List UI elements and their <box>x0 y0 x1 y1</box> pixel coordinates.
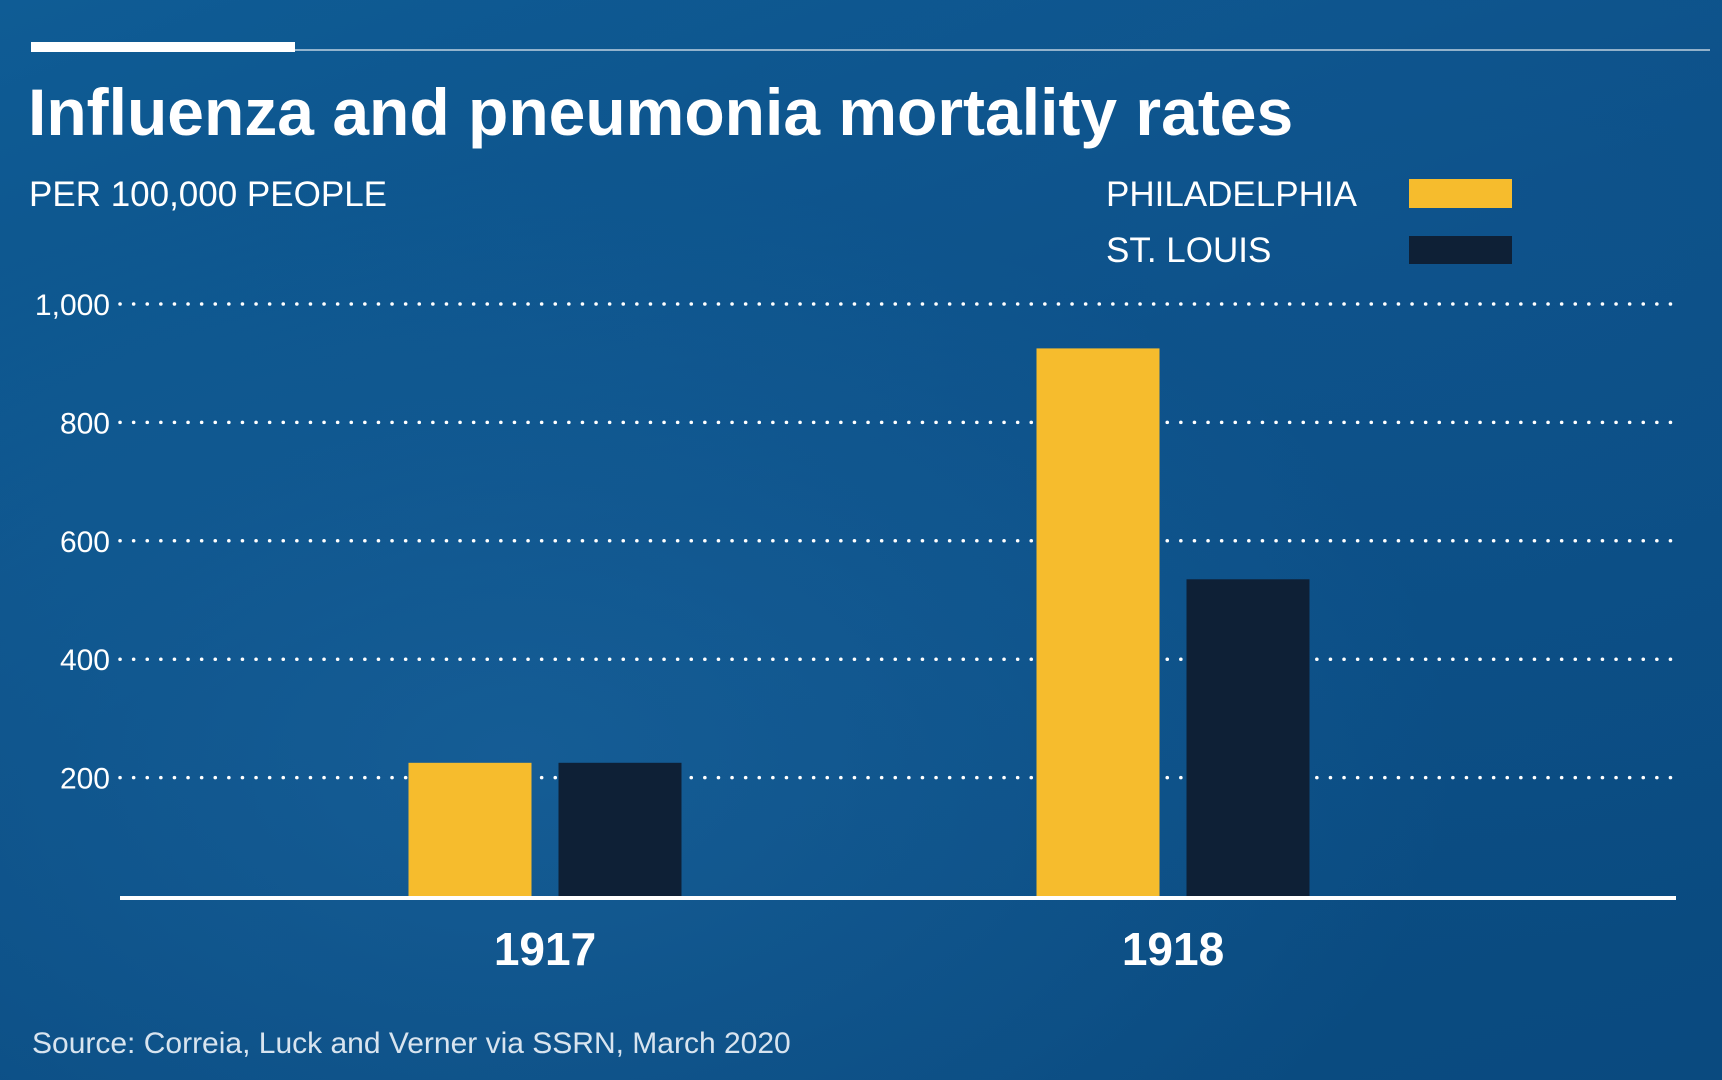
y-tick-label-200: 200 <box>60 763 110 796</box>
bars <box>408 348 1310 896</box>
bar-philadelphia-1917 <box>408 762 532 896</box>
source-note: Source: Correia, Luck and Verner via SSR… <box>32 1027 791 1060</box>
legend-label-philadelphia: PHILADELPHIA <box>1106 175 1358 214</box>
y-tick-label-400: 400 <box>60 644 110 677</box>
chart-title: Influenza and pneumonia mortality rates <box>28 75 1293 149</box>
gridlines <box>118 302 1678 780</box>
bar-st-louis-1917 <box>558 762 682 896</box>
legend-label-st-louis: ST. LOUIS <box>1106 231 1271 270</box>
x-tick-label-1917: 1917 <box>494 923 596 975</box>
bar-st-louis-1918 <box>1186 579 1310 896</box>
legend-item-st-louis: ST. LOUIS <box>1106 231 1512 270</box>
legend-item-philadelphia: PHILADELPHIA <box>1106 175 1512 214</box>
x-axis-ticks: 1917 1918 <box>494 923 1224 975</box>
chart-legend: PHILADELPHIA ST. LOUIS <box>1106 175 1512 270</box>
x-tick-label-1918: 1918 <box>1122 923 1224 975</box>
top-rule-accent <box>31 42 295 52</box>
y-tick-label-1000: 1,000 <box>35 289 110 322</box>
y-axis-ticks: 200 400 600 800 1,000 <box>35 289 110 796</box>
legend-swatch-philadelphia <box>1409 179 1512 208</box>
y-tick-label-600: 600 <box>60 526 110 559</box>
bar-philadelphia-1918 <box>1036 348 1160 896</box>
legend-swatch-st-louis <box>1409 236 1512 264</box>
y-tick-label-800: 800 <box>60 407 110 440</box>
chart-subtitle: PER 100,000 PEOPLE <box>29 175 387 214</box>
